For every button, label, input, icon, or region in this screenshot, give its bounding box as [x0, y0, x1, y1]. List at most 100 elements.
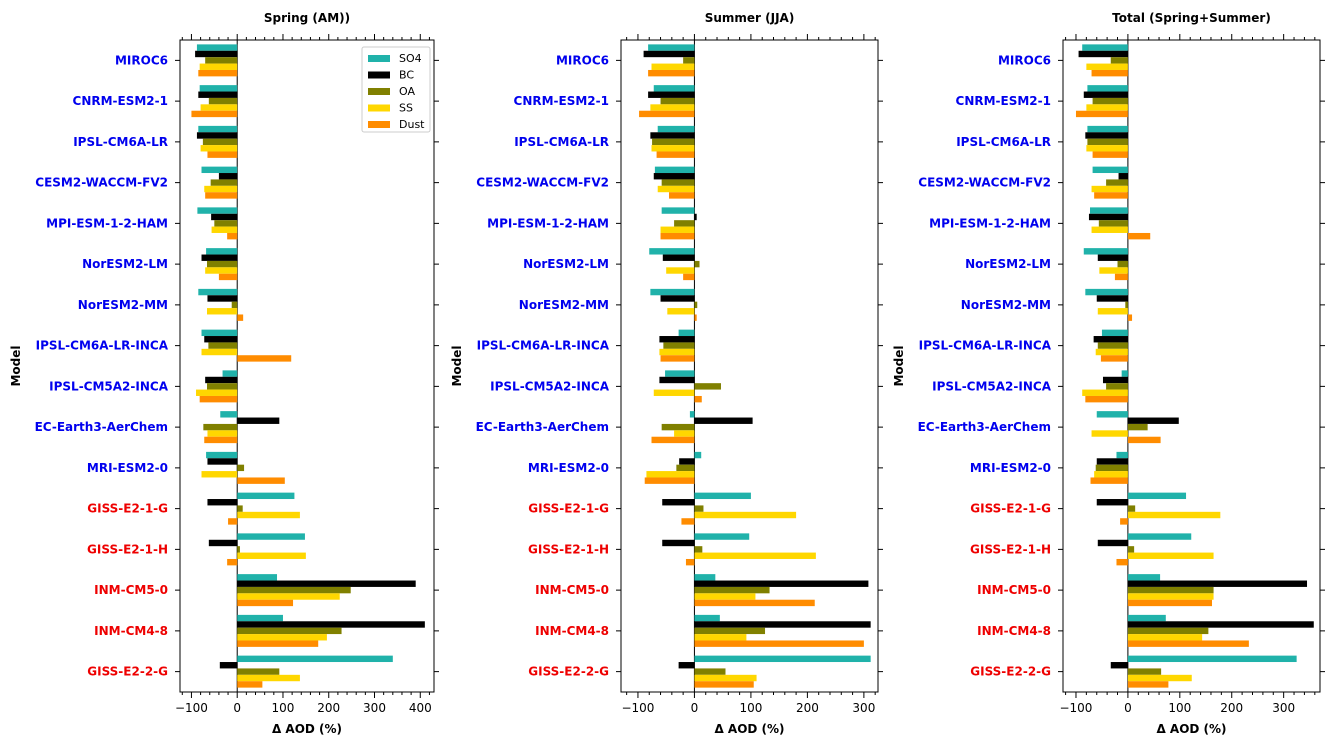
bar-bc-ipsl-cm5a2-inca: [659, 376, 695, 384]
model-label: IPSL-CM5A2-INCA: [932, 379, 1052, 393]
model-label: GISS-E2-2-G: [970, 665, 1051, 679]
bar-oa-inm-cm5-0: [237, 586, 351, 594]
bar-oa-mri-esm2-0: [676, 464, 695, 472]
bar-bc-cesm2-waccm-fv2: [1118, 173, 1128, 180]
bar-oa-noresm2-lm: [207, 260, 238, 268]
bar-bc-cnrm-esm2-1: [648, 91, 695, 98]
bar-ss-noresm2-lm: [1099, 267, 1128, 274]
bar-so4-inm-cm4-8: [694, 614, 720, 622]
bar-so4-miroc6: [196, 44, 238, 51]
bar-dust-mri-esm2-0: [1090, 477, 1128, 484]
bar-dust-giss-e2-1-h: [1116, 558, 1128, 566]
bar-bc-noresm2-mm: [207, 295, 238, 302]
bar-bc-ipsl-cm6a-lr: [1085, 132, 1128, 139]
bar-oa-cnrm-esm2-1: [660, 97, 695, 105]
bar-bc-miroc6: [1078, 50, 1128, 58]
bar-dust-cnrm-esm2-1: [1075, 110, 1128, 118]
x-tick-label: 200: [796, 701, 819, 715]
bar-oa-giss-e2-1-g: [237, 505, 243, 512]
bar-bc-ipsl-cm6a-lr-inca: [1093, 336, 1128, 343]
bar-ss-giss-e2-2-g: [1127, 674, 1192, 682]
bar-bc-noresm2-lm: [662, 254, 695, 261]
bar-bc-inm-cm5-0: [237, 580, 416, 587]
model-label: MRI-ESM2-0: [528, 461, 609, 475]
bar-dust-miroc6: [648, 69, 695, 77]
legend-label-dust: Dust: [399, 118, 425, 131]
bar-ss-ipsl-cm6a-lr-inca: [659, 348, 695, 356]
bar-ss-miroc6: [651, 63, 695, 70]
model-label: IPSL-CM5A2-INCA: [49, 379, 169, 393]
bar-bc-inm-cm5-0: [694, 580, 869, 587]
bar-oa-inm-cm5-0: [694, 586, 770, 594]
model-label: INM-CM4-8: [94, 624, 168, 638]
bar-ss-ec-earth3-aerchem: [1091, 430, 1128, 437]
x-tick-label: 100: [272, 701, 295, 715]
model-label: CNRM-ESM2-1: [73, 94, 168, 108]
bar-bc-cesm2-waccm-fv2: [218, 173, 238, 180]
legend-label-oa: OA: [399, 85, 415, 98]
bar-oa-mri-esm2-0: [1095, 464, 1128, 472]
bar-ss-mri-esm2-0: [201, 471, 238, 478]
bar-so4-ipsl-cm6a-lr: [198, 125, 238, 133]
bar-so4-noresm2-mm: [1085, 288, 1128, 296]
panel-title: Summer (JJA): [705, 11, 795, 25]
bar-bc-ipsl-cm6a-lr: [196, 132, 238, 139]
bar-oa-giss-e2-1-g: [1127, 505, 1136, 512]
model-label: GISS-E2-2-G: [528, 665, 609, 679]
x-tick-label: 0: [691, 701, 699, 715]
bar-oa-inm-cm5-0: [1127, 586, 1214, 594]
bar-ss-giss-e2-1-g: [694, 511, 797, 519]
bar-so4-giss-e2-2-g: [694, 655, 871, 663]
bar-so4-giss-e2-2-g: [1127, 655, 1297, 663]
model-label: INM-CM4-8: [535, 624, 609, 638]
bar-oa-ipsl-cm6a-lr: [1087, 138, 1128, 146]
model-label: GISS-E2-1-G: [970, 502, 1051, 516]
bar-dust-mpi-esm-1-2-ham: [1127, 232, 1151, 240]
bar-ss-mpi-esm-1-2-ham: [660, 226, 695, 233]
x-axis-label: Δ AOD (%): [1156, 722, 1226, 736]
bar-bc-mpi-esm-1-2-ham: [211, 213, 238, 221]
bar-oa-ec-earth3-aerchem: [1127, 423, 1148, 431]
bar-oa-miroc6: [205, 57, 238, 64]
bar-bc-inm-cm4-8: [237, 621, 425, 628]
model-label: GISS-E2-1-H: [87, 542, 168, 556]
bar-oa-ipsl-cm6a-lr-inca: [1097, 342, 1128, 349]
bar-ss-cnrm-esm2-1: [1086, 104, 1128, 111]
x-tick-label: 100: [739, 701, 762, 715]
bar-ss-mpi-esm-1-2-ham: [1091, 226, 1128, 233]
bar-bc-giss-e2-2-g: [219, 662, 238, 669]
model-label: GISS-E2-1-G: [87, 502, 168, 516]
bar-bc-ipsl-cm6a-lr: [650, 132, 695, 139]
bar-ss-ec-earth3-aerchem: [674, 430, 695, 437]
bar-oa-giss-e2-1-h: [1127, 546, 1135, 553]
bar-bc-ipsl-cm6a-lr-inca: [659, 336, 695, 343]
bar-dust-inm-cm4-8: [694, 640, 864, 647]
bar-dust-mpi-esm-1-2-ham: [660, 232, 695, 240]
model-label: MPI-ESM-1-2-HAM: [929, 216, 1051, 230]
model-label: MRI-ESM2-0: [970, 461, 1051, 475]
bar-so4-ipsl-cm6a-lr: [1087, 125, 1128, 133]
bar-bc-giss-e2-1-g: [1096, 499, 1128, 506]
bar-bc-mri-esm2-0: [1096, 458, 1128, 465]
bar-oa-ec-earth3-aerchem: [203, 423, 238, 431]
bar-oa-giss-e2-2-g: [694, 668, 726, 675]
bar-dust-inm-cm5-0: [1127, 599, 1213, 607]
model-label: CESM2-WACCM-FV2: [35, 176, 168, 190]
bar-dust-cesm2-waccm-fv2: [1094, 192, 1128, 199]
axes-frame: [1062, 39, 1321, 693]
bar-oa-ipsl-cm5a2-inca: [694, 383, 721, 390]
bar-oa-mpi-esm-1-2-ham: [674, 220, 695, 227]
bar-oa-miroc6: [1110, 57, 1128, 64]
model-label: INM-CM5-0: [94, 583, 168, 597]
bar-ss-noresm2-mm: [1097, 308, 1128, 315]
bar-so4-cesm2-waccm-fv2: [201, 166, 238, 174]
bar-dust-giss-e2-1-g: [1120, 518, 1128, 525]
bar-oa-cesm2-waccm-fv2: [210, 179, 238, 186]
model-label: MIROC6: [115, 53, 168, 67]
x-tick-label: 200: [317, 701, 340, 715]
bar-dust-mpi-esm-1-2-ham: [227, 232, 238, 240]
model-label: GISS-E2-1-G: [528, 502, 609, 516]
model-label: CESM2-WACCM-FV2: [476, 176, 609, 190]
bar-ss-noresm2-mm: [207, 308, 238, 315]
bar-ss-noresm2-lm: [666, 267, 695, 274]
